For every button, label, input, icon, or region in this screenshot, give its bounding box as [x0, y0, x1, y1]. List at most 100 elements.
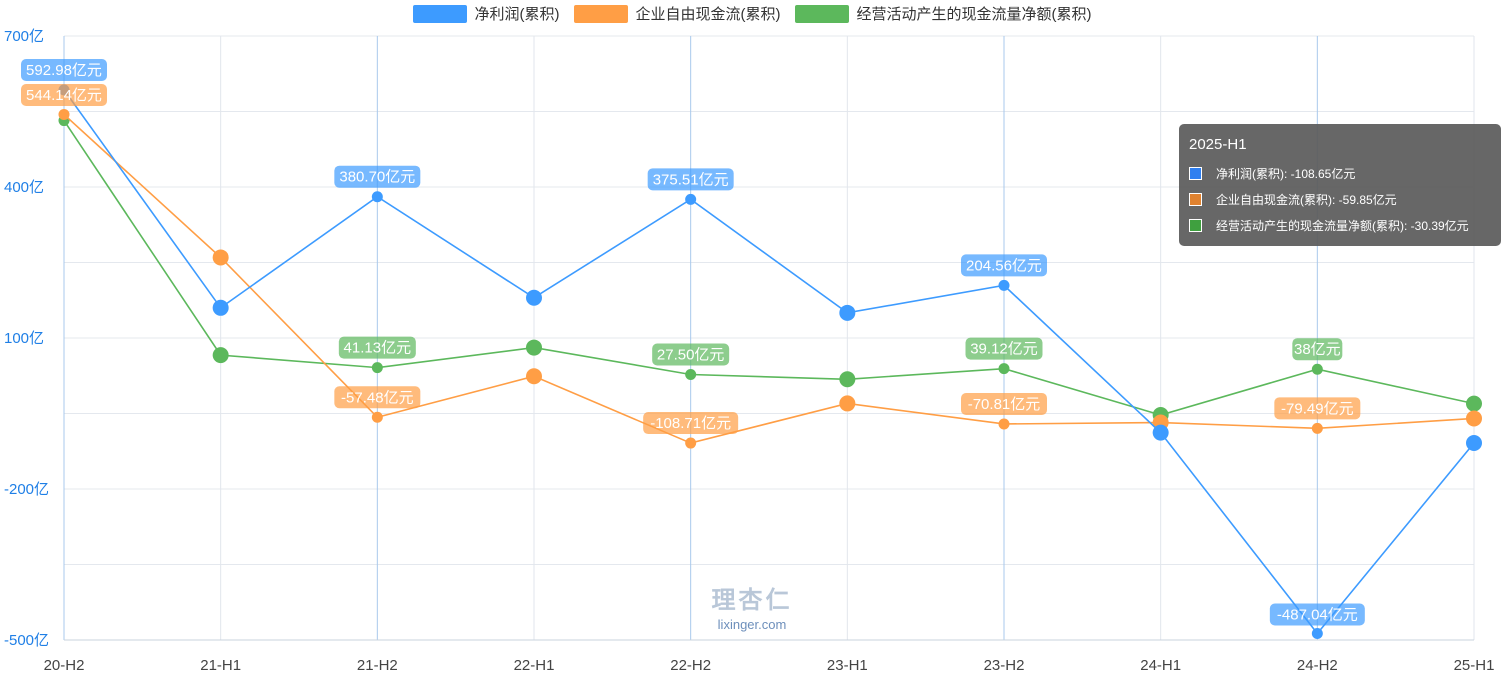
tooltip-text: 经营活动产生的现金流量净额(累积): -30.39亿元	[1216, 219, 1469, 233]
x-tick-label: 21-H2	[357, 657, 398, 674]
y-tick-label: 400亿	[4, 179, 44, 196]
chart-tooltip: 2025-H1 净利润(累积): -108.65亿元 企业自由现金流(累积): …	[1179, 124, 1501, 246]
data-label: -70.81亿元	[961, 392, 1047, 415]
data-point	[998, 363, 1010, 375]
data-label: -487.04亿元	[1269, 603, 1365, 626]
lixinger-watermark: 理杏仁 lixinger.com	[697, 580, 807, 632]
data-point	[685, 193, 697, 205]
data-label: 38亿元	[1292, 338, 1343, 361]
data-label-bg	[1292, 338, 1343, 361]
tooltip-color-box	[1189, 167, 1202, 180]
x-tick-label: 23-H1	[827, 657, 868, 674]
watermark-en: lixinger.com	[717, 617, 787, 632]
tooltip-text: 企业自由现金流(累积): -59.85亿元	[1216, 193, 1397, 207]
data-label-text: 38亿元	[1294, 341, 1341, 358]
legend-item-net-profit[interactable]: 净利润(累积)	[412, 3, 560, 24]
x-tick-label: 23-H2	[984, 657, 1025, 674]
data-point	[1311, 422, 1323, 434]
data-label-text: -79.49亿元	[1281, 400, 1354, 417]
tooltip-row-net-profit: 净利润(累积): -108.65亿元	[1189, 165, 1491, 182]
data-point	[839, 395, 856, 412]
data-point	[58, 108, 70, 120]
data-label: -108.71亿元	[643, 412, 739, 435]
data-label: -57.48亿元	[334, 386, 421, 409]
data-label-text: 544.14亿元	[26, 87, 102, 104]
data-point	[839, 371, 856, 388]
data-point	[839, 304, 856, 321]
watermark-cn: 理杏仁	[711, 587, 793, 614]
data-label: -79.49亿元	[1274, 397, 1361, 420]
x-tick-label: 25-H1	[1454, 657, 1495, 674]
data-point	[371, 362, 383, 374]
data-label-bg	[643, 412, 739, 435]
series-line	[63, 113, 1475, 444]
data-label: 592.98亿元	[21, 59, 107, 81]
series-layer	[58, 84, 1482, 639]
data-point	[998, 279, 1010, 291]
legend-label-net-profit: 净利润(累积)	[474, 6, 560, 23]
data-label-bg	[961, 392, 1047, 415]
data-point	[1311, 363, 1323, 375]
data-point	[1466, 395, 1482, 412]
data-label: 39.12亿元	[965, 337, 1043, 360]
legend-label-free-cash-flow: 企业自由现金流(累积)	[635, 6, 781, 23]
series-line	[63, 89, 1475, 635]
y-tick-label: 700亿	[4, 28, 44, 45]
data-label-text: 41.13亿元	[344, 340, 412, 357]
data-label: 544.14亿元	[21, 84, 107, 106]
data-label-bg	[1269, 603, 1365, 626]
data-point	[685, 437, 697, 449]
data-label-text: -487.04亿元	[1277, 606, 1358, 623]
legend-swatch-operating-cash-flow	[794, 4, 849, 23]
x-tick-label: 22-H2	[670, 657, 711, 674]
data-label: 27.50亿元	[652, 343, 730, 366]
data-label-bg	[334, 165, 421, 188]
y-tick-label: -500亿	[4, 632, 49, 649]
data-label-text: 375.51亿元	[653, 171, 729, 188]
x-tick-label: 21-H1	[200, 657, 241, 674]
legend-item-free-cash-flow[interactable]: 企业自由现金流(累积)	[573, 3, 781, 24]
data-point	[1152, 424, 1169, 441]
data-label-text: 39.12亿元	[970, 341, 1038, 358]
data-label: 41.13亿元	[338, 336, 416, 359]
grid-layer	[63, 35, 1475, 641]
legend-swatch-free-cash-flow	[573, 4, 628, 23]
tooltip-color-box	[1189, 219, 1202, 232]
series-line	[63, 120, 1475, 416]
y-tick-label: 100亿	[4, 330, 44, 347]
data-point	[526, 368, 542, 385]
data-label-text: 204.56亿元	[966, 257, 1042, 274]
axis-layer: 700亿 400亿 100亿 -200亿 -500亿 20-H2 21-H1 21-H2 22-…	[4, 28, 1494, 674]
data-label-bg	[647, 168, 734, 191]
data-point	[1311, 627, 1323, 639]
data-point	[371, 411, 383, 423]
chart-legend: 净利润(累积) 企业自由现金流(累积) 经营活动产生的现金流量净额(累积)	[0, 3, 1504, 24]
data-point	[526, 339, 542, 356]
data-label-text: -57.48亿元	[341, 389, 414, 406]
data-point	[1466, 410, 1482, 427]
data-label-bg	[961, 254, 1047, 277]
data-point	[371, 191, 383, 203]
data-label-bg	[652, 343, 730, 366]
data-point	[998, 418, 1010, 430]
data-label: 375.51亿元	[647, 168, 734, 191]
data-label-text: 27.50亿元	[657, 346, 725, 363]
x-tick-label: 24-H1	[1140, 657, 1181, 674]
data-label-bg	[338, 336, 416, 359]
legend-label-operating-cash-flow: 经营活动产生的现金流量净额(累积)	[856, 6, 1092, 23]
y-tick-label: -200亿	[4, 481, 49, 498]
data-label: 380.70亿元	[334, 165, 421, 188]
data-label-bg	[21, 59, 107, 81]
data-point	[1466, 435, 1482, 452]
data-point	[212, 347, 229, 364]
tooltip-title: 2025-H1	[1189, 136, 1247, 153]
data-label-bg	[334, 386, 421, 409]
label-layer: 592.98亿元 380.70亿元 375.51亿元 204.56亿元 -487.04亿…	[21, 59, 1365, 626]
data-label-bg	[965, 337, 1043, 360]
legend-swatch-net-profit	[412, 4, 467, 23]
x-tick-label: 24-H2	[1297, 657, 1338, 674]
legend-item-operating-cash-flow[interactable]: 经营活动产生的现金流量净额(累积)	[794, 3, 1092, 24]
x-tick-label: 20-H2	[44, 657, 85, 674]
tooltip-color-box	[1189, 193, 1202, 206]
